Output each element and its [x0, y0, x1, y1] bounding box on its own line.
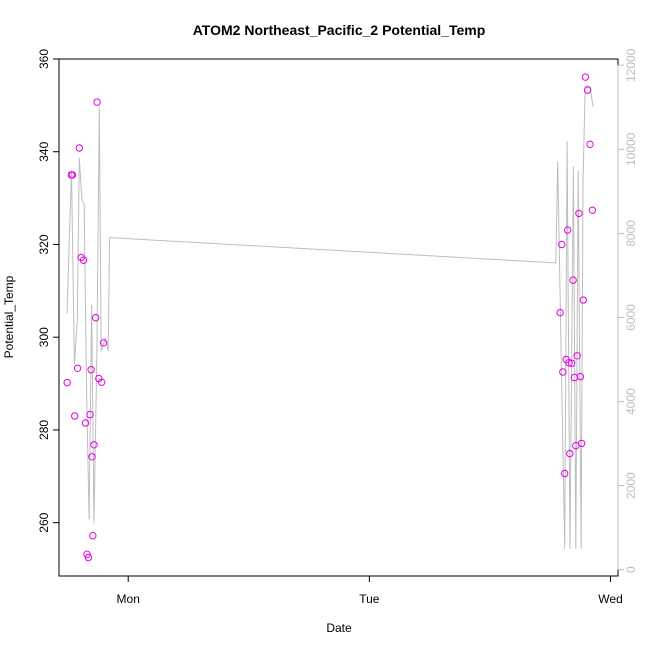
data-point: [556, 308, 564, 317]
data-point: [75, 144, 84, 152]
data-point: [71, 412, 79, 420]
data-point: [563, 226, 572, 234]
data-point: [575, 209, 583, 218]
data-point: [88, 453, 96, 461]
y2-tick-label: 4000: [624, 388, 638, 415]
y-axis: 260 280 300 320 340 360: [37, 49, 60, 533]
x-tick-label: Tue: [359, 592, 380, 606]
data-point: [98, 378, 106, 386]
data-point: [99, 339, 108, 347]
x-tick-label: Wed: [598, 592, 622, 606]
y2-tick-label: 0: [624, 566, 638, 573]
y-tick-label: 320: [37, 234, 51, 254]
data-point: [576, 372, 585, 381]
y2-tick-label: 8000: [624, 220, 638, 247]
data-point: [93, 98, 101, 106]
data-point: [568, 359, 576, 367]
data-point: [579, 296, 587, 304]
y-tick-label: 300: [37, 327, 51, 347]
chart-title: ATOM2 Northeast_Pacific_2 Potential_Temp: [193, 22, 486, 38]
data-point: [79, 256, 88, 264]
data-point: [566, 449, 574, 458]
data-point: [581, 73, 590, 81]
data-point: [586, 140, 594, 149]
data-point: [63, 378, 71, 387]
data-point: [83, 550, 91, 558]
y2-tick-label: 2000: [624, 472, 638, 499]
data-point: [558, 240, 566, 249]
y2-tick-label: 6000: [624, 304, 638, 331]
data-point: [87, 366, 95, 374]
y-tick-label: 360: [37, 49, 51, 69]
point-layer: [63, 73, 597, 562]
y2-tick-label: 12000: [624, 48, 638, 82]
x-tick-label: Mon: [117, 592, 140, 606]
data-point: [89, 532, 97, 540]
data-point: [92, 314, 100, 322]
line-layer: [66, 85, 594, 549]
x-axis: Mon Tue Wed: [117, 575, 623, 606]
x-axis-label: Date: [326, 621, 352, 635]
data-point: [565, 359, 573, 367]
data-point: [90, 441, 98, 449]
data-point: [569, 276, 577, 284]
y-tick-label: 260: [37, 512, 51, 532]
y-tick-label: 280: [37, 420, 51, 440]
data-point: [588, 206, 597, 214]
series-line: [66, 85, 594, 549]
y-tick-label: 340: [37, 141, 51, 161]
plot-box: [58, 58, 619, 577]
data-point: [561, 469, 569, 478]
y2-tick-label: 10000: [624, 132, 638, 166]
data-point: [577, 439, 586, 448]
data-point: [573, 352, 581, 360]
y-axis-label: Potential_Temp: [2, 275, 16, 358]
data-point: [68, 171, 77, 179]
data-point: [81, 419, 90, 427]
data-point: [583, 86, 592, 94]
data-point: [559, 368, 567, 376]
data-point: [73, 364, 82, 372]
data-point: [86, 410, 94, 419]
right-axis: 0 2000 4000 6000 8000 10000 12000: [617, 48, 638, 573]
data-point: [84, 553, 93, 562]
